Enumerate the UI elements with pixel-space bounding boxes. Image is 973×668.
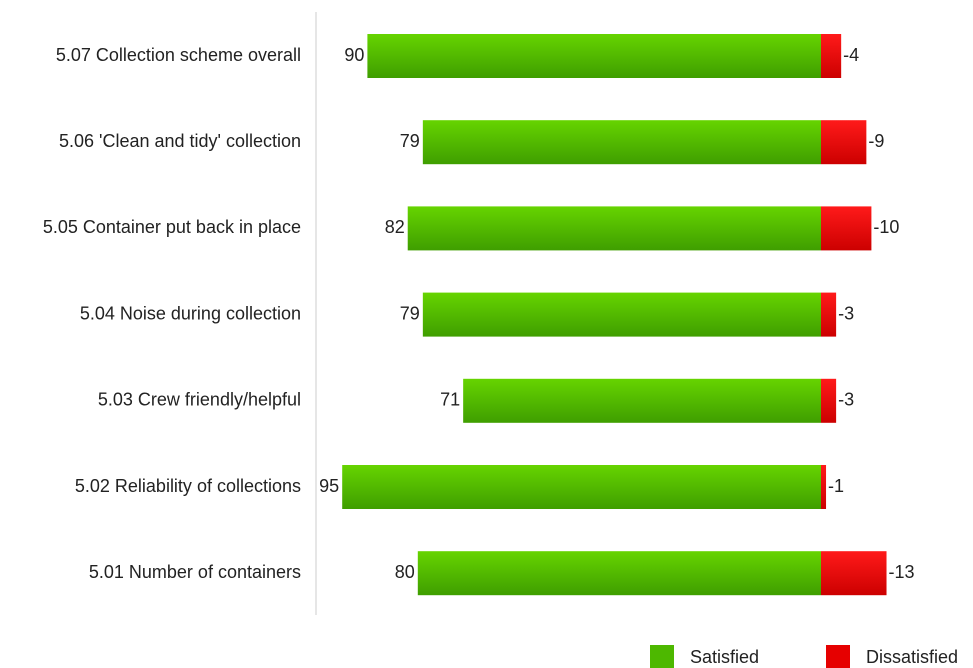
category-label: 5.07 Collection scheme overall [56, 45, 301, 65]
legend-swatch [650, 645, 674, 668]
value-label: 79 [400, 303, 420, 323]
value-label: -9 [868, 131, 884, 151]
bar [422, 292, 821, 337]
category-label: 5.06 'Clean and tidy' collection [59, 131, 301, 151]
value-label: -3 [838, 390, 854, 410]
bar [407, 206, 821, 251]
value-label: -3 [838, 303, 854, 323]
bar [821, 34, 842, 78]
value-label: -13 [889, 562, 915, 582]
bar [367, 34, 821, 78]
value-label: -1 [828, 476, 844, 496]
value-label: 82 [385, 217, 405, 237]
legend-label: Satisfied [690, 647, 759, 667]
value-label: 71 [440, 390, 460, 410]
value-label: 90 [344, 45, 364, 65]
value-label: 95 [319, 476, 339, 496]
bar [342, 465, 821, 509]
bar [821, 206, 872, 251]
value-label: -4 [843, 45, 859, 65]
bar [422, 120, 821, 165]
bar [821, 292, 837, 337]
bar [821, 551, 887, 596]
value-label: -10 [873, 217, 899, 237]
legend-swatch [826, 645, 850, 668]
bar [821, 378, 837, 423]
bar [821, 120, 867, 165]
value-label: 79 [400, 131, 420, 151]
category-label: 5.05 Container put back in place [43, 217, 301, 237]
category-label: 5.03 Crew friendly/helpful [98, 390, 301, 410]
value-label: 80 [395, 562, 415, 582]
category-label: 5.04 Noise during collection [80, 303, 301, 323]
category-label: 5.01 Number of containers [89, 562, 301, 582]
bar [417, 551, 821, 596]
legend-label: Dissatisfied [866, 647, 958, 667]
bar [463, 378, 821, 423]
bar [821, 465, 827, 509]
category-label: 5.02 Reliability of collections [75, 476, 301, 496]
